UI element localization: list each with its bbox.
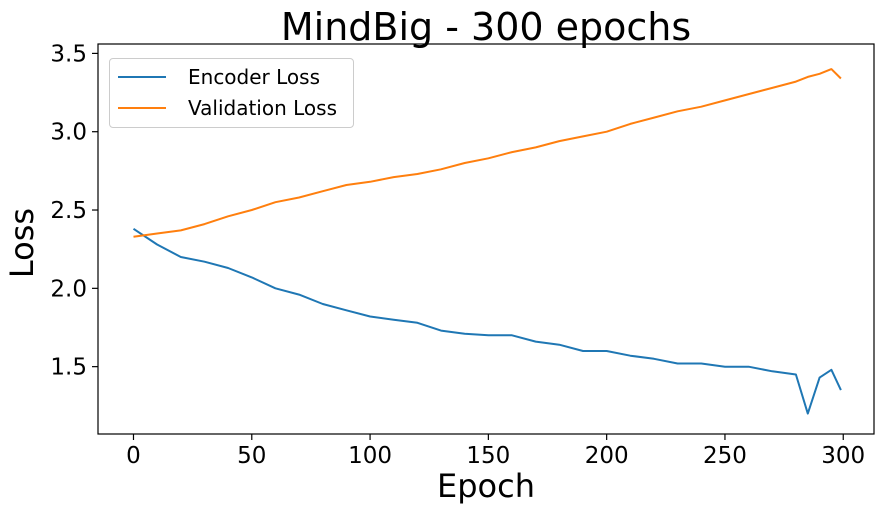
legend-label-validation-loss: Validation Loss xyxy=(188,96,337,120)
legend-item-encoder-loss: Encoder Loss xyxy=(118,65,320,89)
x-tick-label: 300 xyxy=(821,443,865,469)
x-tick-label: 50 xyxy=(237,443,266,469)
legend-label-encoder-loss: Encoder Loss xyxy=(188,65,320,89)
y-tick-label: 1.5 xyxy=(50,355,87,381)
y-tick-label: 2.0 xyxy=(50,276,87,302)
y-axis-label: Loss xyxy=(3,207,41,279)
legend: Encoder Loss Validation Loss xyxy=(109,58,354,128)
legend-item-validation-loss: Validation Loss xyxy=(118,96,337,120)
x-tick-label: 100 xyxy=(348,443,392,469)
series-line-validation-loss xyxy=(133,68,842,238)
y-tick-label: 3.0 xyxy=(50,120,87,146)
x-axis-label: Epoch xyxy=(437,467,535,505)
y-tick-label: 2.5 xyxy=(50,198,87,224)
chart-title: MindBig - 300 epochs xyxy=(280,5,692,49)
x-tick-label: 150 xyxy=(466,443,510,469)
legend-swatch-validation-loss xyxy=(118,107,166,109)
x-tick-label: 0 xyxy=(126,443,141,469)
x-tick-label: 200 xyxy=(585,443,629,469)
y-axis-ticks: 1.5 2.0 2.5 3.0 3.5 xyxy=(50,41,98,381)
legend-swatch-encoder-loss xyxy=(118,76,166,78)
x-axis-ticks: 0 50 100 150 200 250 300 xyxy=(126,434,865,469)
series-line-encoder-loss xyxy=(132,227,842,415)
series-layer xyxy=(132,68,842,415)
y-tick-label: 3.5 xyxy=(50,41,87,67)
x-tick-label: 250 xyxy=(703,443,747,469)
